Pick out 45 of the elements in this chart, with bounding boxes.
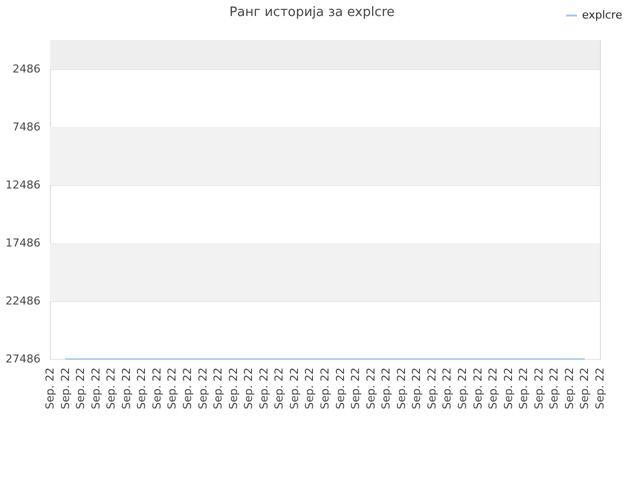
y-tick-label: 7486 [12, 120, 40, 134]
x-tick-label: Sep. 22 [425, 368, 438, 410]
x-tick-label: Sep. 22 [89, 368, 102, 410]
x-tick-label: Sep. 22 [74, 368, 88, 410]
x-tick-label: Sep. 22 [517, 368, 530, 410]
x-tick-label: Sep. 22 [58, 368, 72, 410]
x-tick-label: Sep. 22 [364, 368, 378, 410]
x-tick-label: Sep. 22 [471, 368, 484, 410]
x-tick-label: Sep. 22 [486, 368, 500, 410]
x-tick-label: Sep. 22 [272, 368, 286, 410]
x-tick-label: Sep. 22 [181, 368, 194, 410]
x-tick-label: Sep. 22 [257, 368, 270, 410]
y-tick-label: 27486 [6, 352, 40, 366]
x-tick-label: Sep. 22 [135, 368, 148, 410]
x-tick-label: Sep. 22 [226, 368, 240, 410]
x-tick-label: Sep. 22 [394, 368, 408, 410]
y-tick-label: 2486 [12, 62, 40, 76]
legend-label: explcre [582, 8, 622, 22]
x-tick-label: Sep. 22 [196, 368, 210, 410]
x-tick-label: Sep. 22 [456, 368, 469, 410]
x-tick-label: Sep. 22 [349, 368, 362, 410]
x-tick-label: Sep. 22 [212, 368, 225, 410]
x-tick-label: Sep. 22 [242, 368, 256, 410]
x-tick-label: Sep. 22 [104, 368, 118, 410]
x-tick-label: Sep. 22 [288, 368, 301, 410]
x-tick-label: Sep. 22 [410, 368, 424, 410]
x-tick-label: Sep. 22 [303, 368, 316, 410]
x-tick-label: Sep. 22 [440, 368, 454, 410]
x-tick-label: Sep. 22 [150, 368, 164, 410]
x-tick-label: Sep. 22 [594, 368, 606, 410]
y-tick-label: 17486 [6, 236, 40, 250]
x-tick-label: Sep. 22 [502, 368, 515, 410]
x-tick-label: Sep. 22 [380, 368, 393, 410]
x-tick-label: Sep. 22 [562, 368, 576, 410]
x-tick-label: Sep. 22 [548, 368, 561, 410]
x-tick-label: Sep. 22 [44, 368, 56, 410]
chart-title: Ранг историја за explcre [229, 5, 395, 20]
y-tick-label: 22486 [6, 294, 40, 308]
y-tick-label: 12486 [6, 178, 40, 192]
x-tick-label: Sep. 22 [120, 368, 133, 410]
x-tick-label: Sep. 22 [166, 368, 179, 410]
x-tick-label: Sep. 22 [532, 368, 546, 410]
x-tick-label: Sep. 22 [334, 368, 347, 410]
x-tick-label: Sep. 22 [578, 368, 592, 410]
x-tick-label: Sep. 22 [318, 368, 332, 410]
